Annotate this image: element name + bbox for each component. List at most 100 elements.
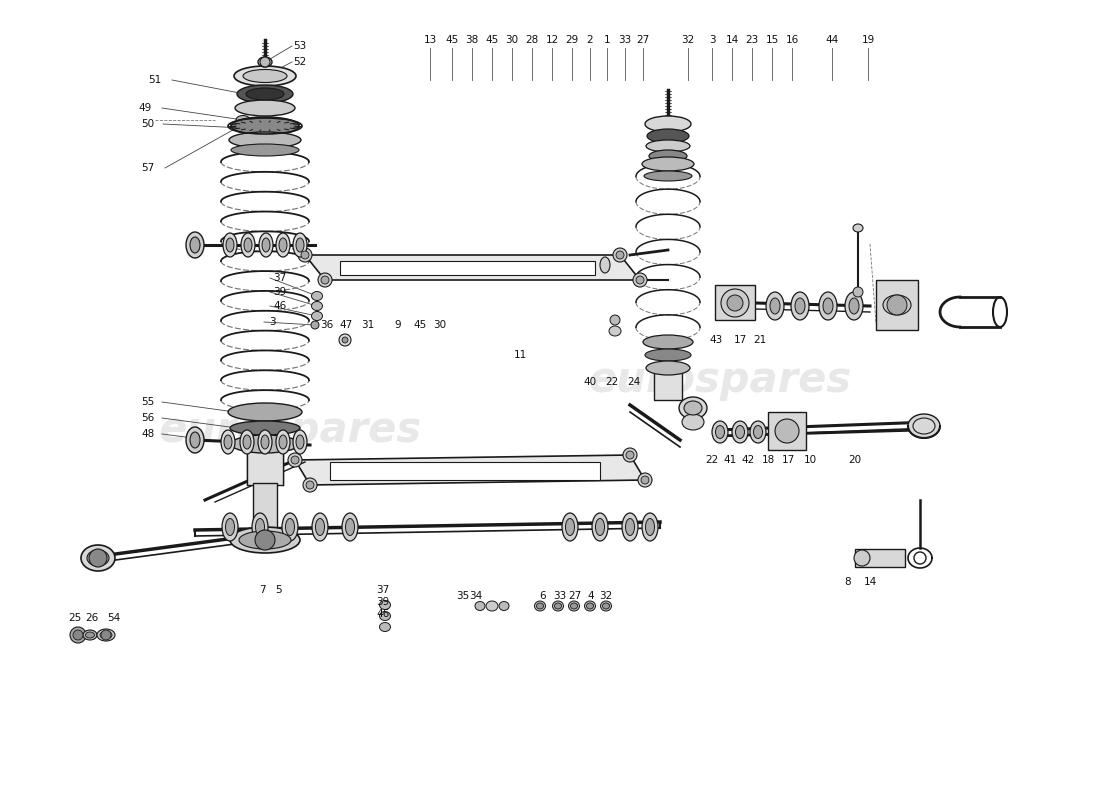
Ellipse shape [379, 601, 390, 610]
Ellipse shape [682, 414, 704, 430]
Text: 6: 6 [540, 591, 547, 601]
Ellipse shape [645, 349, 691, 361]
Ellipse shape [379, 622, 390, 631]
Bar [715, 285, 755, 320]
Ellipse shape [646, 140, 690, 152]
Ellipse shape [569, 601, 580, 611]
Polygon shape [305, 255, 640, 280]
Text: 32: 32 [600, 591, 613, 601]
Bar [253, 483, 277, 530]
Text: 10: 10 [803, 455, 816, 465]
Text: 45: 45 [446, 35, 459, 45]
Ellipse shape [296, 238, 304, 252]
Ellipse shape [712, 421, 728, 443]
Text: 37: 37 [274, 273, 287, 283]
Text: 38: 38 [465, 35, 478, 45]
Text: 18: 18 [761, 455, 774, 465]
Text: 22: 22 [605, 377, 618, 387]
Ellipse shape [312, 513, 328, 541]
Text: 52: 52 [294, 57, 307, 67]
Text: 33: 33 [553, 591, 566, 601]
Ellipse shape [226, 518, 234, 535]
Ellipse shape [316, 518, 324, 535]
Ellipse shape [243, 435, 251, 449]
Text: 12: 12 [546, 35, 559, 45]
Text: 41: 41 [724, 455, 737, 465]
Ellipse shape [552, 601, 563, 611]
Ellipse shape [537, 603, 543, 609]
Text: 48: 48 [142, 429, 155, 439]
Circle shape [288, 453, 302, 467]
Text: 16: 16 [785, 35, 799, 45]
Text: 56: 56 [142, 413, 155, 423]
Ellipse shape [642, 157, 694, 171]
Polygon shape [295, 455, 645, 485]
Ellipse shape [221, 430, 235, 454]
Ellipse shape [190, 237, 200, 253]
Text: 8: 8 [845, 577, 851, 587]
Text: 24: 24 [627, 377, 640, 387]
Ellipse shape [276, 233, 290, 257]
Text: 34: 34 [470, 591, 483, 601]
Ellipse shape [246, 88, 284, 100]
Text: 1: 1 [604, 35, 611, 45]
Ellipse shape [486, 601, 498, 611]
Ellipse shape [82, 630, 97, 640]
Ellipse shape [766, 292, 784, 320]
Ellipse shape [644, 171, 692, 181]
Bar [768, 412, 806, 450]
Text: 5: 5 [275, 585, 282, 595]
Ellipse shape [820, 292, 837, 320]
Text: 36: 36 [320, 320, 333, 330]
Bar [248, 443, 283, 485]
Ellipse shape [595, 518, 605, 535]
Ellipse shape [229, 132, 301, 148]
Text: 28: 28 [526, 35, 539, 45]
Bar [855, 549, 905, 567]
Ellipse shape [345, 518, 354, 535]
Ellipse shape [236, 85, 293, 103]
Ellipse shape [584, 601, 595, 611]
Ellipse shape [190, 432, 200, 448]
Ellipse shape [791, 292, 808, 320]
Text: 17: 17 [734, 335, 747, 345]
Ellipse shape [845, 292, 864, 320]
Text: 57: 57 [142, 163, 155, 173]
Ellipse shape [276, 430, 290, 454]
Text: 7: 7 [258, 585, 265, 595]
Ellipse shape [282, 513, 298, 541]
Text: 17: 17 [781, 455, 794, 465]
Text: 50: 50 [142, 119, 155, 129]
Ellipse shape [626, 518, 635, 535]
Circle shape [632, 273, 647, 287]
Ellipse shape [311, 302, 322, 310]
Ellipse shape [645, 116, 691, 132]
Circle shape [776, 419, 799, 443]
Ellipse shape [586, 603, 594, 609]
Ellipse shape [252, 513, 268, 541]
Text: 15: 15 [766, 35, 779, 45]
Ellipse shape [795, 298, 805, 314]
Ellipse shape [601, 601, 612, 611]
Ellipse shape [571, 603, 578, 609]
Circle shape [613, 248, 627, 262]
Text: 23: 23 [746, 35, 759, 45]
Ellipse shape [823, 298, 833, 314]
Ellipse shape [684, 401, 702, 415]
Text: 2: 2 [586, 35, 593, 45]
Ellipse shape [679, 397, 707, 419]
Ellipse shape [499, 602, 509, 610]
Text: 13: 13 [424, 35, 437, 45]
Text: 3: 3 [268, 317, 275, 327]
Ellipse shape [293, 430, 307, 454]
Text: 31: 31 [362, 320, 375, 330]
Ellipse shape [230, 527, 300, 553]
Ellipse shape [646, 518, 654, 535]
Ellipse shape [244, 238, 252, 252]
Bar [340, 261, 595, 275]
Circle shape [302, 478, 317, 492]
Ellipse shape [243, 70, 287, 82]
Text: 26: 26 [86, 613, 99, 623]
Ellipse shape [231, 435, 299, 453]
Ellipse shape [736, 426, 745, 438]
